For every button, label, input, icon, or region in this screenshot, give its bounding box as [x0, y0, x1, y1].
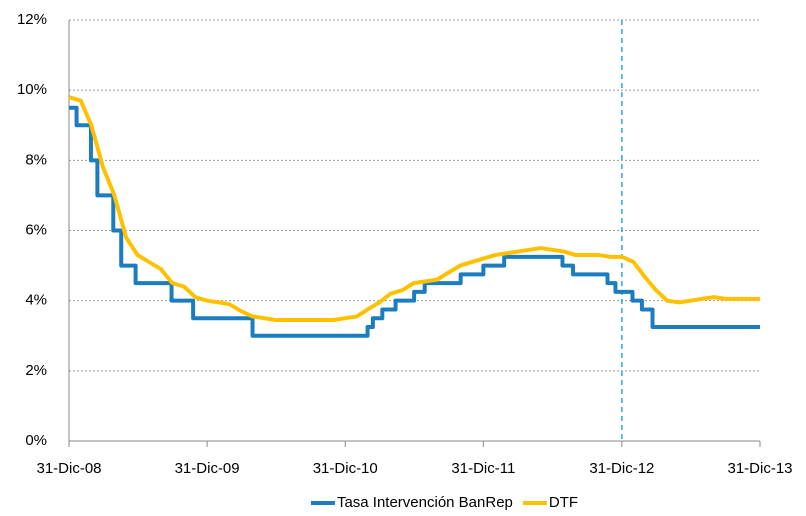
x-tick-label: 31-Dic-10 — [313, 460, 378, 477]
x-tick-label: 31-Dic-13 — [727, 460, 792, 477]
y-tick-label: 12% — [17, 11, 47, 28]
x-tick-label: 31-Dic-12 — [589, 460, 654, 477]
y-tick-label: 8% — [25, 151, 47, 168]
y-tick-label: 10% — [17, 81, 47, 98]
legend-label: DTF — [549, 494, 578, 511]
x-tick-label: 31-Dic-08 — [36, 460, 101, 477]
x-tick-label: 31-Dic-09 — [175, 460, 240, 477]
y-tick-label: 2% — [25, 362, 47, 379]
line-series — [68, 95, 760, 322]
y-tick-label: 4% — [25, 292, 47, 309]
y-tick-label: 6% — [25, 221, 47, 238]
legend-label: Tasa Intervención BanRep — [337, 494, 513, 511]
x-tick-label: 31-Dic-11 — [451, 460, 515, 477]
y-tick-label: 0% — [25, 432, 47, 449]
line-series — [69, 105, 760, 338]
